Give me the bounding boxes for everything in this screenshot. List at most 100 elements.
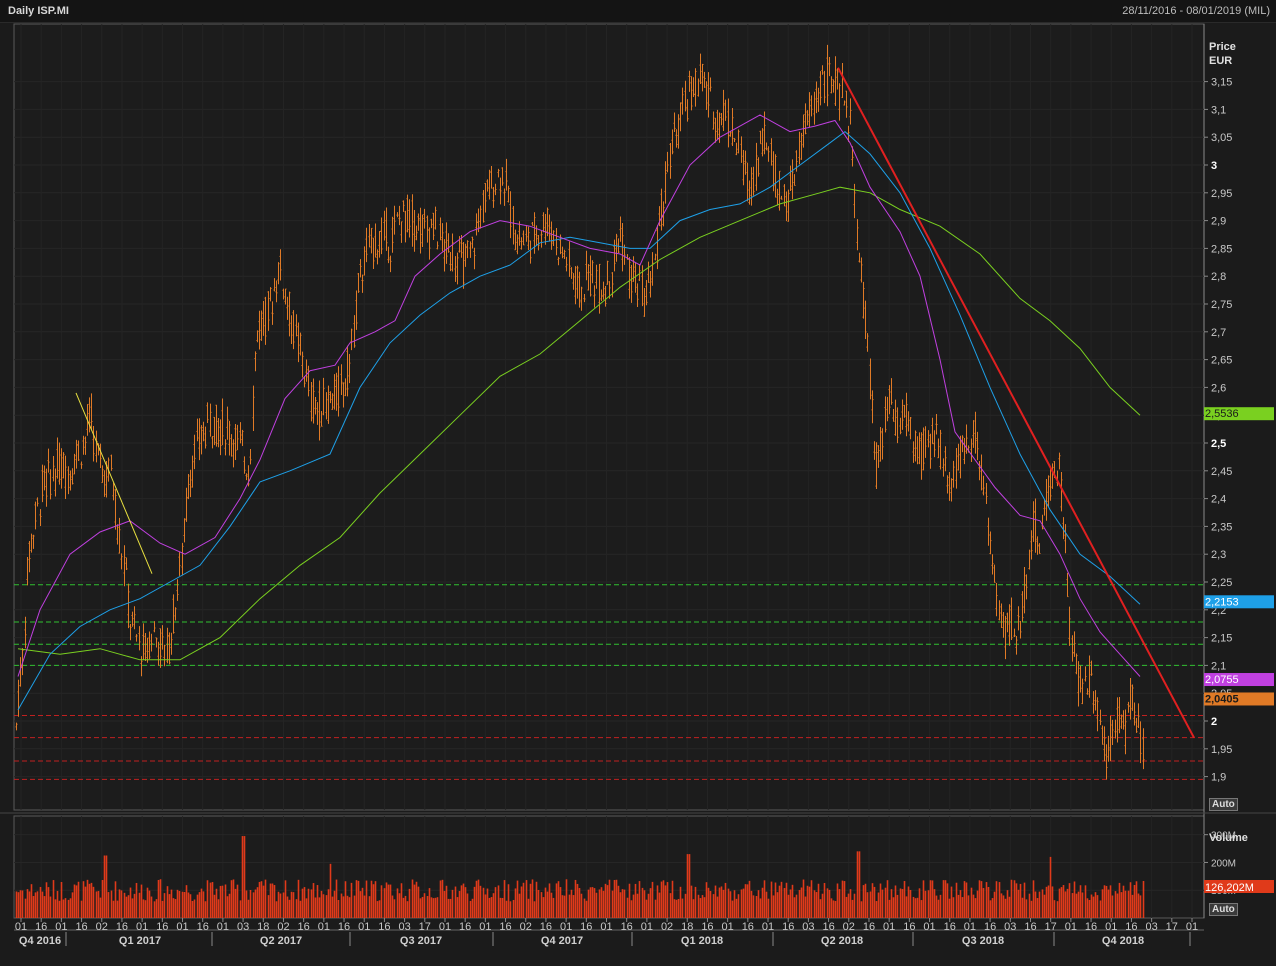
x-tick-label: 03 xyxy=(802,921,814,933)
volume-last-value: 126,202M xyxy=(1205,882,1254,894)
price-ticks: 3,15 3,1 3,05 3 2,95 2,9 2,85 2,8 2,75 2,7 2,65 2,6… xyxy=(1204,77,1232,784)
last-value-tag xyxy=(1204,595,1274,609)
x-tick-label: 01 xyxy=(883,921,895,933)
price-panel xyxy=(13,23,1205,811)
x-tick-label: 01 xyxy=(722,921,734,933)
x-tick-label: 01 xyxy=(923,921,935,933)
x-tick-label: 01 xyxy=(1186,921,1198,933)
ma-long-line xyxy=(17,186,1141,661)
ma-short-line xyxy=(17,114,1141,677)
x-tick-label: 01 xyxy=(217,921,229,933)
last-value-tags: 2,5536 2,2153 2,0755 2,0405 xyxy=(1204,407,1274,706)
price-tick-label: 2,95 xyxy=(1211,188,1232,200)
price-tick-label: 2,8 xyxy=(1211,271,1226,283)
x-tick-label: 16 xyxy=(742,921,754,933)
last-value-label: 2,5536 xyxy=(1205,408,1239,420)
x-tick-label: 01 xyxy=(439,921,451,933)
quarter-label: Q3 2017 xyxy=(400,935,442,947)
x-tick-label: 16 xyxy=(1125,921,1137,933)
last-value-tag xyxy=(1204,407,1274,421)
x-axis-ticks: 01 16 01 16 02 16 01 16 01 16 01 03 18 02 16 01 16 01 16 03… xyxy=(15,918,1198,933)
x-tick-label: 17 xyxy=(1166,921,1178,933)
yellow-trend-line xyxy=(75,392,153,574)
volume-tick-label: 300M xyxy=(1211,831,1236,842)
x-tick-label: 16 xyxy=(116,921,128,933)
x-tick-label: 16 xyxy=(903,921,915,933)
price-tick-label: 2,6 xyxy=(1211,382,1226,394)
price-tick-label: 2,1 xyxy=(1211,660,1226,672)
x-tick-label: 16 xyxy=(156,921,168,933)
title-bar: Daily ISP.MI 28/11/2016 - 08/01/2019 (MI… xyxy=(0,0,1276,23)
x-tick-label: 01 xyxy=(318,921,330,933)
horizontal-levels[interactable] xyxy=(14,584,1204,780)
trendlines[interactable] xyxy=(75,67,1195,739)
price-tick-label: 2,45 xyxy=(1211,466,1232,478)
price-tick-label: 2 xyxy=(1211,716,1217,728)
x-tick-label: 01 xyxy=(136,921,148,933)
candles xyxy=(15,44,1145,780)
x-tick-label: 16 xyxy=(459,921,471,933)
x-tick-label: 01 xyxy=(1105,921,1117,933)
x-tick-label: 18 xyxy=(681,921,693,933)
x-tick-label: 03 xyxy=(237,921,249,933)
x-tick-label: 01 xyxy=(15,921,27,933)
x-tick-label: 16 xyxy=(298,921,310,933)
grid xyxy=(14,24,1204,918)
quarter-label: Q4 2018 xyxy=(1102,935,1144,947)
price-tick-label: 2,7 xyxy=(1211,327,1226,339)
quarter-label: Q1 2018 xyxy=(681,935,723,947)
x-tick-label: 03 xyxy=(398,921,410,933)
price-tick-label: 2,65 xyxy=(1211,355,1232,367)
price-tick-label: 2,3 xyxy=(1211,549,1226,561)
quarter-label: Q2 2017 xyxy=(260,935,302,947)
price-tick-label: 1,95 xyxy=(1211,744,1232,756)
last-value-label: 2,0405 xyxy=(1205,693,1239,705)
x-tick-label: 16 xyxy=(75,921,87,933)
x-tick-label: 01 xyxy=(641,921,653,933)
x-tick-label: 16 xyxy=(378,921,390,933)
auto-scale-price-button[interactable]: Auto xyxy=(1209,798,1238,811)
x-tick-label: 03 xyxy=(1004,921,1016,933)
x-tick-label: 02 xyxy=(96,921,108,933)
price-tick-label: 3,15 xyxy=(1211,77,1232,89)
x-tick-label: 16 xyxy=(1024,921,1036,933)
x-tick-label: 16 xyxy=(701,921,713,933)
price-axis-label: Price xyxy=(1209,41,1236,53)
ma-mid-line xyxy=(17,130,1141,711)
x-tick-label: 01 xyxy=(176,921,188,933)
x-tick-label: 16 xyxy=(1085,921,1097,933)
quarter-labels: Q4 2016 Q1 2017 Q2 2017 Q3 2017 Q4 2017 Q1 20… xyxy=(19,932,1191,947)
x-tick-label: 17 xyxy=(1045,921,1057,933)
volume-axis-label: Volume xyxy=(1209,832,1248,844)
price-tick-label: 2,35 xyxy=(1211,521,1232,533)
x-tick-label: 16 xyxy=(822,921,834,933)
price-tick-label: 2,25 xyxy=(1211,577,1232,589)
chart-title: Daily ISP.MI xyxy=(8,5,69,17)
x-tick-label: 01 xyxy=(55,921,67,933)
price-tick-label: 3 xyxy=(1211,160,1217,172)
price-tick-label: 2,5 xyxy=(1211,438,1226,450)
x-tick-label: 17 xyxy=(419,921,431,933)
volume-bars xyxy=(15,836,1145,918)
quarter-label: Q4 2016 xyxy=(19,935,61,947)
x-tick-label: 01 xyxy=(964,921,976,933)
x-tick-label: 03 xyxy=(1145,921,1157,933)
x-tick-label: 01 xyxy=(479,921,491,933)
x-tick-label: 01 xyxy=(1065,921,1077,933)
volume-tick-label: 200M xyxy=(1211,858,1236,869)
moving-averages xyxy=(17,114,1141,711)
x-tick-label: 16 xyxy=(499,921,511,933)
auto-scale-volume-button[interactable]: Auto xyxy=(1209,903,1238,916)
last-value-label: 2,0755 xyxy=(1205,674,1239,686)
x-tick-label: 16 xyxy=(621,921,633,933)
quarter-label: Q4 2017 xyxy=(541,935,583,947)
x-tick-label: 16 xyxy=(944,921,956,933)
quarter-label: Q1 2017 xyxy=(119,935,161,947)
x-tick-label: 16 xyxy=(984,921,996,933)
x-tick-label: 16 xyxy=(540,921,552,933)
x-tick-label: 16 xyxy=(863,921,875,933)
x-tick-label: 18 xyxy=(257,921,269,933)
x-tick-label: 16 xyxy=(782,921,794,933)
price-tick-label: 3,1 xyxy=(1211,104,1226,116)
